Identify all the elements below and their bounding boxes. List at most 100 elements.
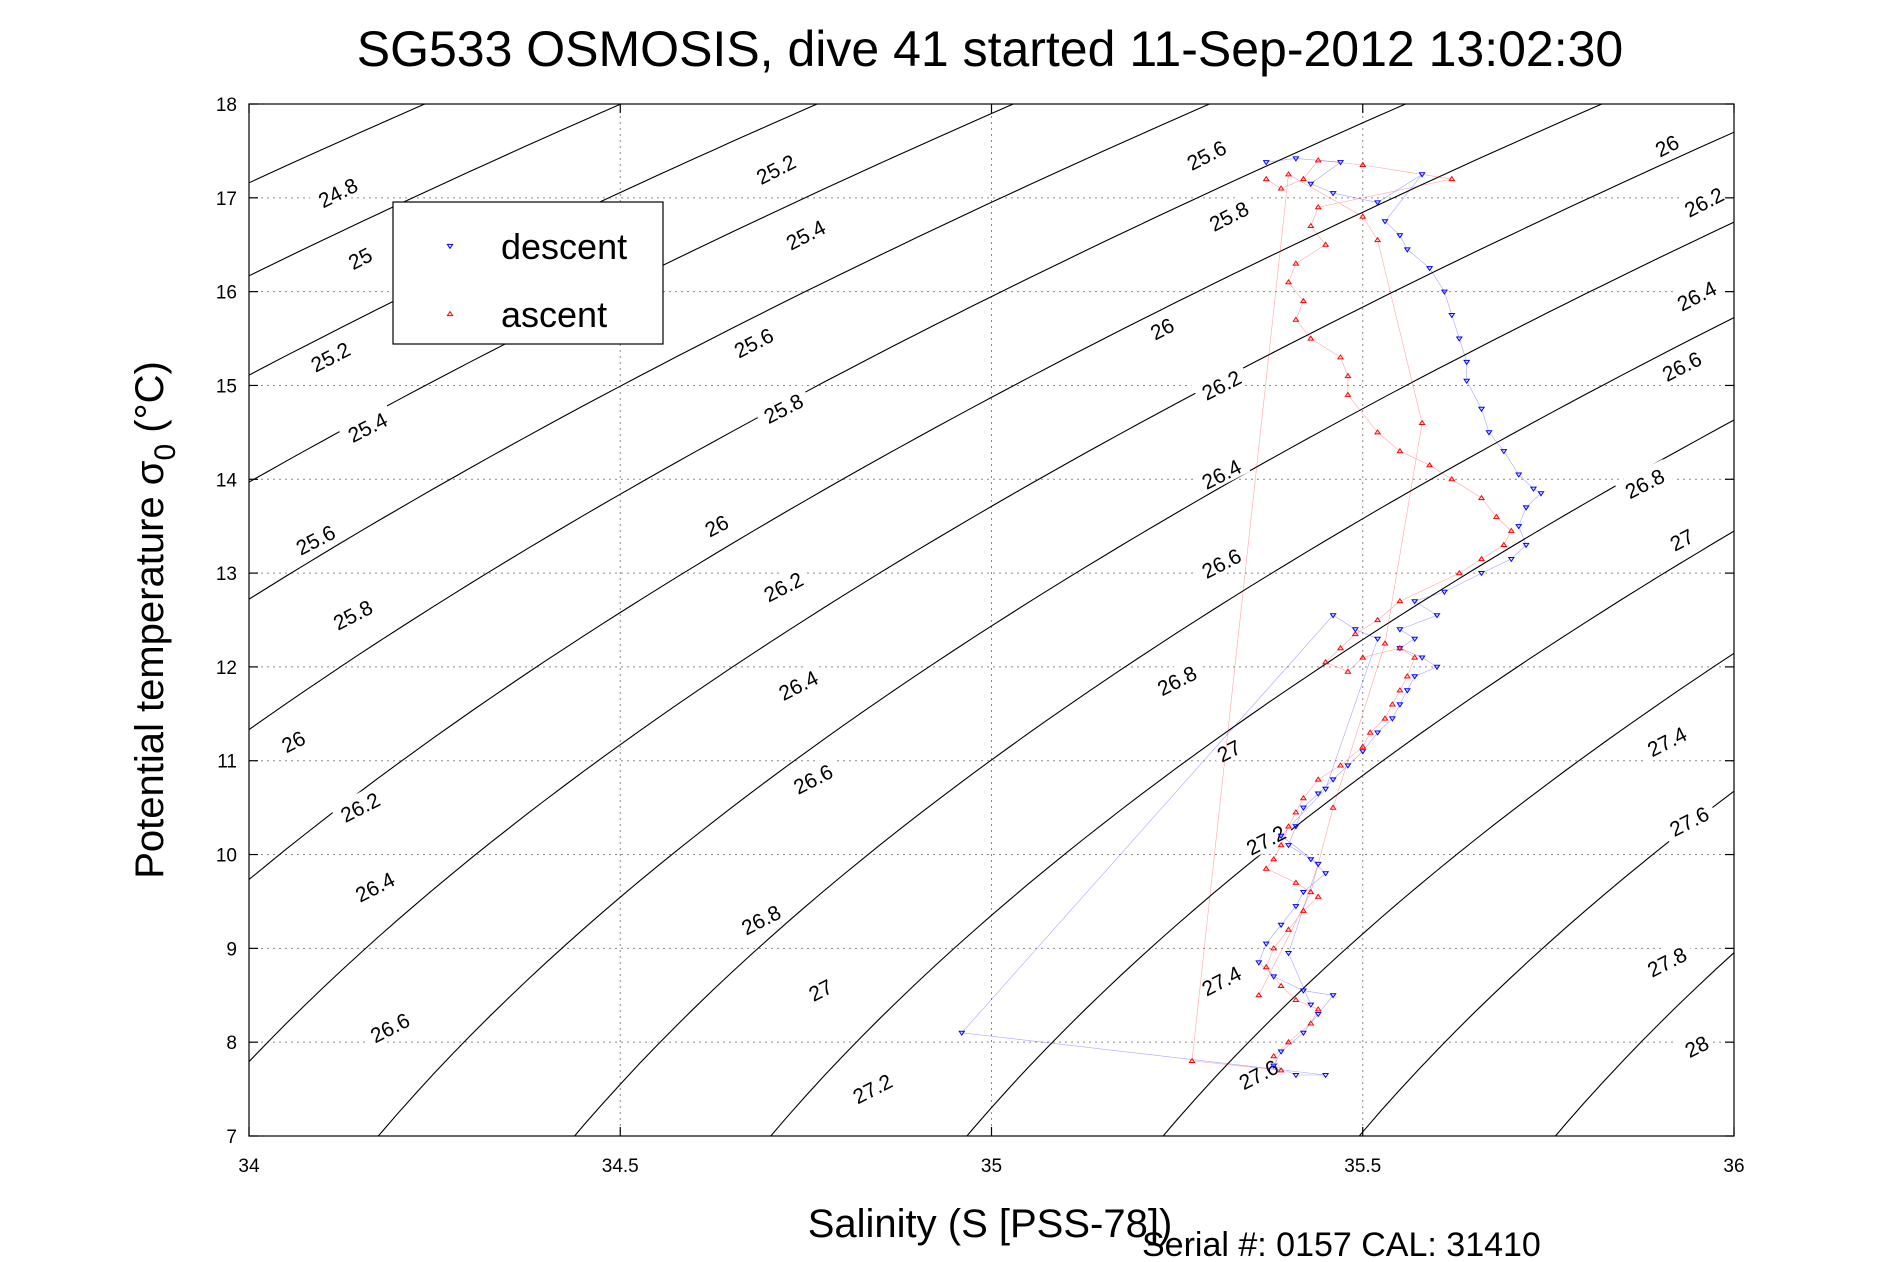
data-point-ascent xyxy=(1359,213,1367,219)
legend-label-descent: descent xyxy=(501,226,627,267)
data-point-descent xyxy=(1463,359,1471,366)
data-point-ascent xyxy=(1329,804,1337,810)
contour-label: 25.4 xyxy=(337,402,397,449)
data-point-descent xyxy=(1418,172,1426,178)
y-tick-label: 8 xyxy=(226,1033,237,1054)
data-point-descent xyxy=(1374,636,1382,643)
data-point-ascent xyxy=(1492,513,1500,519)
data-point-ascent xyxy=(1314,157,1322,163)
data-point-descent xyxy=(1463,378,1471,385)
grid-lines xyxy=(249,104,1734,1136)
data-point-descent xyxy=(1314,861,1322,868)
data-point-descent xyxy=(1440,589,1448,596)
contour-label-bg xyxy=(1658,796,1718,843)
data-point-descent xyxy=(1329,993,1337,999)
y-tick-label: 11 xyxy=(217,752,237,773)
data-point-descent xyxy=(1299,805,1307,811)
contour-label-bg xyxy=(753,562,813,609)
data-point-descent xyxy=(1515,524,1523,530)
data-point-descent xyxy=(1522,505,1530,511)
contour-line xyxy=(249,104,1015,483)
data-point-ascent xyxy=(1284,823,1293,829)
data-point-descent xyxy=(1284,843,1293,849)
legend-marker-ascent xyxy=(446,310,454,317)
legend-label-ascent: ascent xyxy=(501,294,607,335)
contour-label: 27.4 xyxy=(1636,717,1696,764)
contour-label: 26.6 xyxy=(1191,538,1251,585)
data-point-descent xyxy=(1292,1073,1300,1079)
contour-label: 25.2 xyxy=(300,332,360,379)
series-ascent xyxy=(1188,157,1515,1073)
contour-label-bg xyxy=(1235,815,1295,862)
data-point-ascent xyxy=(1270,1052,1278,1059)
data-point-ascent xyxy=(1396,597,1404,604)
data-point-descent xyxy=(1277,833,1285,840)
chart-title: SG533 OSMOSIS, dive 41 started 11-Sep-20… xyxy=(357,21,1624,77)
data-point-ascent xyxy=(1307,335,1315,341)
contour-label: 25.6 xyxy=(285,515,345,562)
series-trace-descent xyxy=(961,158,1542,1076)
data-point-descent xyxy=(1299,988,1307,994)
data-point-descent xyxy=(958,1030,966,1037)
contour-label-bg xyxy=(1661,520,1701,557)
data-point-descent xyxy=(1537,491,1545,497)
data-point-descent xyxy=(1307,1002,1315,1008)
data-point-descent xyxy=(1403,247,1411,253)
data-point-ascent xyxy=(1292,996,1300,1002)
data-point-ascent xyxy=(1307,1020,1315,1026)
data-point-descent xyxy=(1411,674,1419,680)
data-point-descent xyxy=(1396,627,1404,633)
contour-label-bg xyxy=(300,332,360,379)
contour-line xyxy=(249,104,623,277)
data-point-ascent xyxy=(1292,316,1300,322)
data-point-ascent xyxy=(1299,175,1307,182)
contour-label: 24.8 xyxy=(307,168,367,215)
contour-label-bg xyxy=(359,1003,419,1050)
data-point-descent xyxy=(1426,266,1434,272)
y-tick-label: 17 xyxy=(216,189,237,210)
data-point-ascent xyxy=(1418,419,1426,425)
density-contours xyxy=(249,104,1734,1136)
series-descent xyxy=(958,156,1545,1079)
contour-label-bg xyxy=(1636,937,1696,984)
data-point-descent xyxy=(1529,486,1538,492)
contour-label-bg xyxy=(775,210,835,257)
contour-label: 26.4 xyxy=(1191,449,1251,496)
legend-marker-descent-shape xyxy=(446,243,454,250)
data-point-ascent xyxy=(1336,354,1345,360)
data-point-ascent xyxy=(1299,907,1307,913)
contour-label: 25.6 xyxy=(1176,130,1236,177)
data-point-descent xyxy=(1455,336,1463,342)
contour-label-bg xyxy=(307,168,367,215)
data-point-ascent xyxy=(1284,1038,1293,1045)
data-point-descent xyxy=(1284,951,1293,957)
contour-label: 25.8 xyxy=(753,384,813,431)
contour-line xyxy=(249,131,1734,1062)
x-tick-label: 34.5 xyxy=(602,1156,639,1177)
data-point-ascent xyxy=(1284,278,1293,285)
data-point-ascent xyxy=(1411,654,1419,660)
contour-label-bg xyxy=(1198,191,1258,238)
data-point-ascent xyxy=(1270,855,1278,862)
data-point-descent xyxy=(1448,313,1456,319)
contour-label: 26.4 xyxy=(768,660,828,707)
contour-label: 27 xyxy=(800,971,840,1007)
contour-line xyxy=(249,104,1211,600)
contour-label: 27.6 xyxy=(1228,1050,1288,1097)
data-point-ascent xyxy=(1477,555,1486,562)
data-point-descent xyxy=(1314,791,1322,797)
data-point-ascent xyxy=(1455,569,1463,576)
contour-label: 25 xyxy=(340,239,379,275)
contour-label-bg xyxy=(842,1064,902,1111)
data-point-ascent xyxy=(1448,475,1456,482)
data-point-ascent xyxy=(1344,372,1352,379)
contour-label: 26.2 xyxy=(753,562,813,609)
contour-label: 26 xyxy=(1142,309,1181,345)
contour-label: 27.2 xyxy=(1235,815,1295,862)
contour-label-bg xyxy=(337,402,397,449)
contour-label-bg xyxy=(322,590,382,637)
data-point-descent xyxy=(1322,1073,1330,1079)
contour-label: 26 xyxy=(273,722,312,758)
y-tick-label: 16 xyxy=(216,283,237,304)
